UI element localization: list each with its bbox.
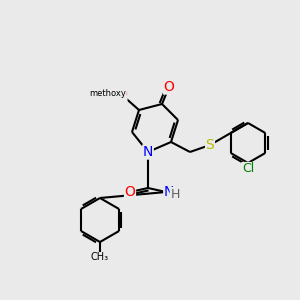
Text: S: S (206, 138, 214, 152)
Text: CH₃: CH₃ (91, 252, 109, 262)
Text: H: H (170, 188, 180, 200)
Text: Cl: Cl (242, 163, 254, 176)
Text: N: N (164, 185, 174, 199)
Text: O: O (124, 185, 135, 199)
Text: methoxy: methoxy (90, 88, 126, 98)
Text: O: O (117, 88, 127, 101)
Text: O: O (164, 80, 174, 94)
Text: N: N (143, 145, 153, 159)
